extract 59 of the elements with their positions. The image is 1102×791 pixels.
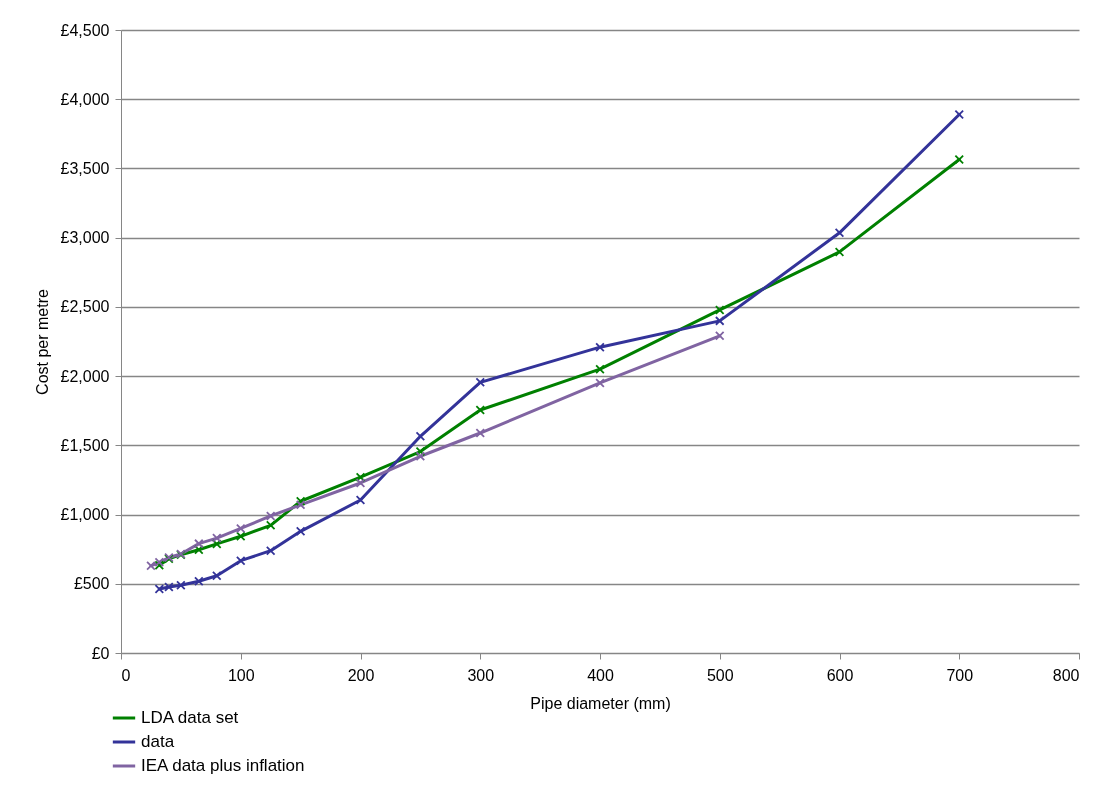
y-axis-title: Cost per metre (33, 288, 51, 395)
point (595, 378, 605, 388)
y-tick-label: £1,500 (60, 436, 110, 454)
point (475, 405, 486, 415)
point (194, 544, 204, 555)
y-tick-label: £500 (73, 575, 110, 593)
point (295, 500, 306, 510)
x-tick-label: 200 (347, 666, 375, 684)
point (714, 305, 725, 315)
point (295, 496, 306, 507)
y-tick-label: £2,000 (60, 367, 110, 385)
x-tick-label: 600 (826, 666, 854, 684)
point (355, 472, 366, 482)
point (176, 580, 186, 591)
y-tick-label: £2,500 (60, 298, 110, 316)
x-tick-label: 500 (706, 666, 734, 684)
point (415, 451, 426, 462)
x-tick-label: 400 (587, 666, 614, 684)
point (475, 377, 486, 388)
point (235, 555, 246, 566)
point (212, 570, 222, 581)
point (834, 228, 845, 238)
point (714, 316, 725, 326)
point (235, 523, 246, 534)
point (194, 576, 204, 587)
point (265, 545, 276, 556)
x-tick-label: 700 (946, 666, 974, 684)
point (194, 538, 204, 549)
x-axis-title: Pipe diameter (mm) (530, 694, 671, 712)
point (212, 533, 222, 543)
legend-label: data (141, 732, 175, 751)
point (265, 511, 276, 521)
point (212, 539, 222, 549)
point (595, 342, 605, 352)
point (355, 495, 366, 505)
point (954, 154, 965, 165)
point (235, 531, 246, 542)
point (265, 520, 276, 531)
x-tick-label: 300 (467, 666, 495, 684)
x-tick-label: 100 (227, 666, 255, 684)
point (295, 526, 306, 537)
y-tick-label: £4,000 (60, 90, 110, 108)
legend-label: LDA data set (141, 708, 239, 727)
point (415, 446, 426, 457)
y-tick-label: £3,000 (60, 229, 110, 247)
y-tick-label: £1,000 (60, 506, 110, 524)
legend-label: IEA data plus inflation (141, 756, 305, 775)
x-tick-label: 800 (1052, 666, 1080, 684)
x-tick-label: 0 (121, 666, 131, 684)
point (834, 247, 845, 257)
point (415, 431, 426, 442)
y-tick-label: £3,500 (60, 159, 110, 177)
y-tick-label: £0 (91, 644, 110, 662)
y-tick-label: £4,500 (60, 21, 110, 39)
point (355, 478, 366, 488)
point (595, 364, 605, 374)
point (714, 331, 725, 341)
point (954, 109, 965, 120)
point (475, 428, 486, 438)
